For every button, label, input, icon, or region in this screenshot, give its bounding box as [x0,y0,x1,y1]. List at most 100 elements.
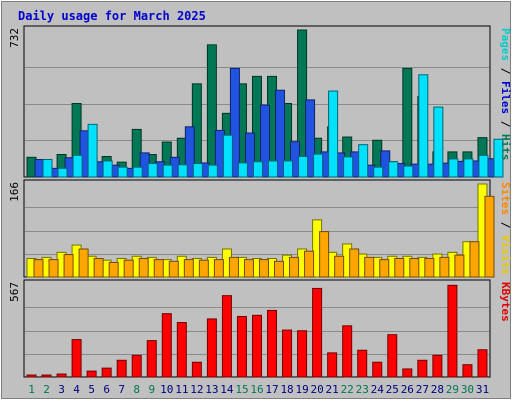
bar-pages-day-16 [267,160,278,178]
bar-pages-day-20 [328,90,339,178]
legend-part: / [499,215,512,235]
bar-kbytes-day-22 [342,325,353,378]
x-tick-day-8: 8 [133,383,140,396]
chart-title: Daily usage for March 2025 [18,9,206,23]
bar-kbytes-day-26 [402,368,413,378]
panel-2: 166 Sites / Visits [8,179,512,278]
bar-pages-day-6 [117,166,128,178]
bar-sites-day-13 [213,259,224,278]
bar-kbytes-day-21 [327,352,338,378]
bar-kbytes-day-28 [432,354,443,378]
bar-sites-day-12 [198,259,209,278]
bar-kbytes-day-29 [447,284,458,378]
series-legend: KBytes [499,282,512,322]
legend-part: Hits [499,134,512,161]
bar-pages-day-31 [493,138,504,178]
bar-pages-day-15 [252,161,263,178]
legend-part: Visits [499,235,512,275]
bar-kbytes-day-24 [372,361,383,378]
bar-pages-day-2 [57,167,68,178]
bar-kbytes-day-20 [312,287,323,378]
bar-kbytes-day-3 [56,373,67,378]
bar-sites-day-27 [424,258,435,278]
panel-3: 567 KBytes [8,279,512,378]
y-max-label: 166 [8,182,21,202]
x-tick-day-6: 6 [103,383,110,396]
x-tick-day-29: 29 [446,383,459,396]
bar-pages-day-27 [433,106,444,178]
legend-part: Files [499,81,512,114]
bar-files-day-16 [259,104,270,178]
bar-kbytes-day-5 [86,370,97,378]
x-tick-day-13: 13 [205,383,218,396]
legend-part: Sites [499,182,512,215]
bar-sites-day-6 [108,261,119,278]
bar-sites-day-15 [243,259,254,278]
bar-kbytes-day-15 [236,315,247,378]
bar-kbytes-day-11 [176,322,187,378]
bar-pages-day-24 [388,161,399,178]
bar-sites-day-29 [454,254,465,278]
bar-sites-day-22 [349,248,360,278]
bar-kbytes-day-1 [26,374,37,378]
bar-sites-day-31 [484,195,495,278]
bar-files-day-14 [229,67,240,178]
bar-kbytes-day-17 [267,309,278,378]
bar-sites-day-7 [123,259,134,278]
x-tick-day-11: 11 [175,383,188,396]
legend-part: KBytes [499,282,512,322]
bar-sites-day-19 [304,250,315,278]
bar-sites-day-30 [469,241,480,278]
x-tick-day-16: 16 [250,383,263,396]
bar-kbytes-day-7 [116,359,127,378]
bar-pages-day-7 [132,166,143,178]
legend-part: / [499,61,512,81]
bar-sites-day-21 [334,255,345,278]
x-tick-day-22: 22 [341,383,354,396]
legend-part: / [499,114,512,134]
bar-pages-day-12 [207,164,218,178]
bar-files-day-17 [275,89,286,178]
x-tick-day-27: 27 [416,383,429,396]
bar-sites-day-5 [93,258,104,278]
x-tick-day-26: 26 [401,383,414,396]
x-tick-day-25: 25 [386,383,399,396]
y-max-label: 732 [8,28,21,48]
bar-kbytes-day-25 [387,334,398,378]
bar-kbytes-day-6 [101,367,112,378]
bar-pages-day-30 [478,154,489,178]
bar-kbytes-day-8 [131,354,142,378]
bar-sites-day-26 [409,258,420,278]
bar-kbytes-day-23 [357,349,368,378]
series-legend: Sites / Visits [499,182,512,275]
bar-kbytes-day-13 [206,318,217,378]
x-tick-day-23: 23 [356,383,369,396]
bar-sites-day-11 [183,259,194,278]
bar-sites-day-23 [364,256,375,278]
x-axis-tick-labels: 1 2 3 4 5 6 7 8 9 10 11 12 13 14 15 16 17 18 19 20 21 22 23 24 2… [28,383,489,396]
bar-pages-day-3 [72,154,83,178]
bar-sites-day-28 [439,256,450,278]
bar-sites-day-2 [48,259,59,278]
bar-pages-day-4 [87,123,98,178]
x-tick-day-14: 14 [220,383,234,396]
x-tick-day-17: 17 [265,383,278,396]
x-tick-day-28: 28 [431,383,444,396]
bar-kbytes-day-30 [462,364,473,378]
bar-sites-day-24 [379,259,390,278]
bar-pages-day-19 [313,153,324,178]
bar-sites-day-4 [78,248,89,278]
bar-sites-day-14 [228,256,239,278]
bar-sites-day-17 [274,260,285,278]
bar-sites-day-1 [33,259,44,278]
series-legend: Pages / Files / Hits [499,28,512,161]
bar-kbytes-day-18 [282,329,293,378]
bar-kbytes-day-4 [71,339,82,378]
x-tick-day-30: 30 [461,383,474,396]
bar-kbytes-day-9 [146,340,157,378]
bar-kbytes-day-16 [251,314,262,378]
bar-pages-day-1 [42,159,53,178]
bar-pages-day-26 [418,74,429,178]
bar-pages-day-29 [463,158,474,178]
x-tick-day-2: 2 [43,383,50,396]
